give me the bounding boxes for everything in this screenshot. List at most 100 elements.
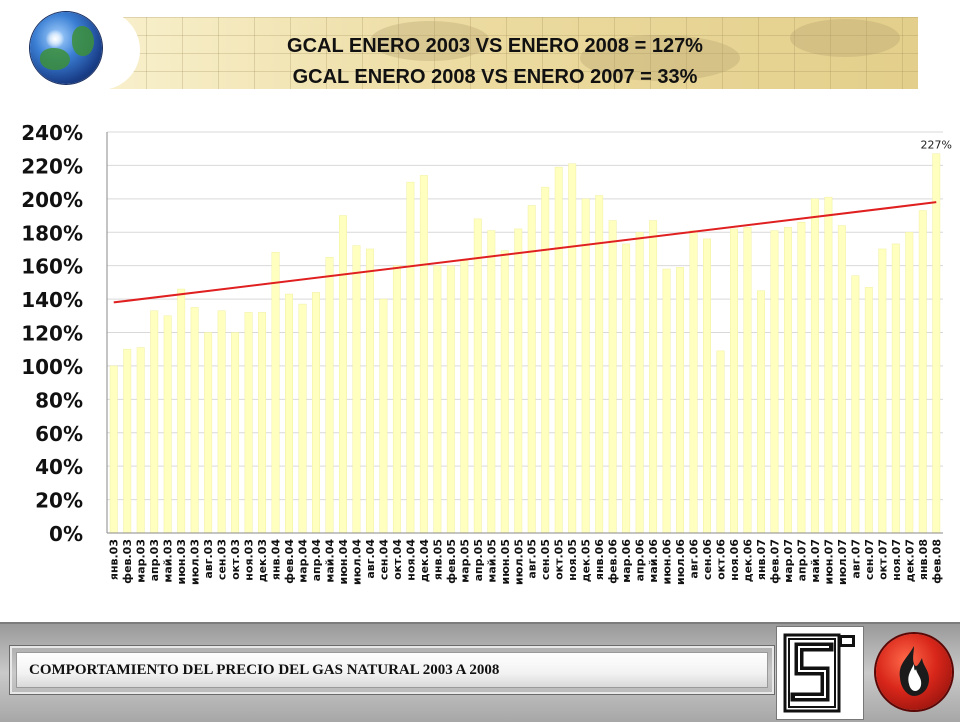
- footer-bar: COMPORTAMIENTO DEL PRECIO DEL GAS NATURA…: [0, 622, 960, 722]
- x-tick-label: дек.05: [580, 539, 593, 582]
- bar: [258, 312, 267, 534]
- x-tick-label: июн.04: [337, 539, 350, 585]
- y-tick-label: 100%: [21, 355, 83, 379]
- bar: [244, 312, 253, 534]
- bar: [622, 243, 631, 534]
- x-tick-label: июл.07: [836, 539, 849, 585]
- x-tick-label: июл.06: [674, 539, 687, 585]
- y-tick-label: 220%: [21, 154, 83, 178]
- y-tick-label: 120%: [21, 322, 83, 346]
- x-tick-label: янв.07: [755, 539, 768, 580]
- map-landmass: [370, 21, 490, 61]
- x-tick-label: авг.06: [688, 539, 701, 579]
- bar: [406, 181, 415, 534]
- map-landmass: [580, 35, 740, 81]
- x-tick-label: дек.03: [256, 539, 269, 582]
- bar: [379, 298, 388, 534]
- bar: [325, 257, 334, 534]
- bar: [365, 248, 374, 534]
- x-tick-label: июн.06: [661, 539, 674, 585]
- y-tick-label: 240%: [21, 121, 83, 145]
- bar: [918, 210, 927, 534]
- x-tick-label: фев.04: [283, 539, 296, 584]
- x-tick-label: май.06: [647, 539, 660, 583]
- x-tick-label: ноя.05: [566, 539, 579, 581]
- x-tick-label: май.05: [485, 539, 498, 583]
- x-tick-label: янв.03: [108, 539, 121, 580]
- company-s-logo-icon: [776, 626, 864, 720]
- bar: [810, 198, 819, 534]
- bar: [743, 226, 752, 534]
- x-tick-label: янв.06: [593, 539, 606, 580]
- bar: [568, 163, 577, 534]
- bar: [864, 287, 873, 534]
- bar: [851, 275, 860, 534]
- bar: [123, 348, 132, 534]
- x-tick-label: янв.05: [431, 539, 444, 580]
- bar: [527, 205, 536, 534]
- x-tick-label: июн.07: [822, 539, 835, 585]
- bar: [824, 196, 833, 534]
- x-tick-label: дек.07: [903, 539, 916, 582]
- y-tick-label: 40%: [35, 455, 83, 479]
- x-tick-label: апр.06: [634, 539, 647, 582]
- x-tick-label: дек.06: [741, 539, 754, 583]
- x-tick-label: фев.03: [121, 539, 134, 584]
- y-tick-label: 160%: [21, 255, 83, 279]
- x-tick-label: май.07: [809, 539, 822, 583]
- trendline-path: [113, 201, 937, 304]
- bar: [204, 332, 213, 534]
- bar: [541, 186, 550, 534]
- x-tick-label: авг.03: [202, 539, 215, 579]
- data-labels: 227%: [921, 139, 952, 152]
- trendline: [113, 201, 937, 304]
- bar: [217, 310, 226, 534]
- x-tick-label: апр.07: [795, 539, 808, 581]
- bar: [312, 292, 320, 534]
- x-tick-label: сен.06: [701, 539, 714, 580]
- bars: [109, 153, 941, 534]
- bar: [891, 243, 900, 534]
- x-tick-label: фев.05: [445, 539, 458, 584]
- x-tick-label: ноя.04: [404, 539, 417, 581]
- bar: [703, 238, 711, 534]
- x-tick-label: фев.06: [607, 539, 620, 584]
- bar: [500, 250, 509, 534]
- x-tick-label: авг.05: [526, 539, 539, 579]
- page-title-line-1: GCAL ENERO 2003 VS ENERO 2008 = 127%: [287, 35, 703, 57]
- y-tick-label: 0%: [49, 522, 83, 546]
- x-tick-label: ноя.07: [890, 539, 903, 581]
- bar: [433, 265, 442, 534]
- y-tick-label: 60%: [35, 422, 83, 446]
- x-tick-label: апр.03: [148, 539, 161, 581]
- bar: [136, 347, 145, 534]
- bar: [177, 288, 186, 534]
- bar: [730, 228, 738, 534]
- bar: [662, 268, 671, 534]
- bar: [298, 303, 307, 534]
- bar: [837, 225, 846, 534]
- bar: [163, 315, 172, 534]
- bar: [608, 220, 617, 534]
- x-tick-label: июн.03: [175, 539, 188, 585]
- title-banner: [110, 17, 918, 89]
- bar: [689, 230, 698, 534]
- x-tick-label: окт.05: [553, 539, 566, 580]
- x-tick-label: мар.06: [620, 539, 633, 583]
- x-tick-label: ноя.06: [728, 539, 741, 581]
- y-tick-labels: 0% 20% 40% 60% 80% 100% 120% 140% 160% 180% 200% 22…: [21, 121, 83, 546]
- x-tick-label: янв.04: [270, 539, 283, 580]
- x-tick-label: июл.04: [350, 539, 363, 585]
- bar: [487, 230, 496, 534]
- bar: [797, 221, 806, 534]
- bar: [905, 232, 914, 534]
- x-tick-label: мар.03: [135, 539, 148, 583]
- bar: [716, 350, 725, 534]
- x-tick-label: сен.04: [377, 539, 390, 580]
- x-tick-label: янв.08: [917, 539, 930, 580]
- bar: [392, 265, 401, 534]
- caption-banner: COMPORTAMIENTO DEL PRECIO DEL GAS NATURA…: [16, 652, 768, 688]
- bar: [473, 218, 482, 534]
- bar: [446, 265, 455, 534]
- x-tick-label: окт.07: [876, 539, 889, 580]
